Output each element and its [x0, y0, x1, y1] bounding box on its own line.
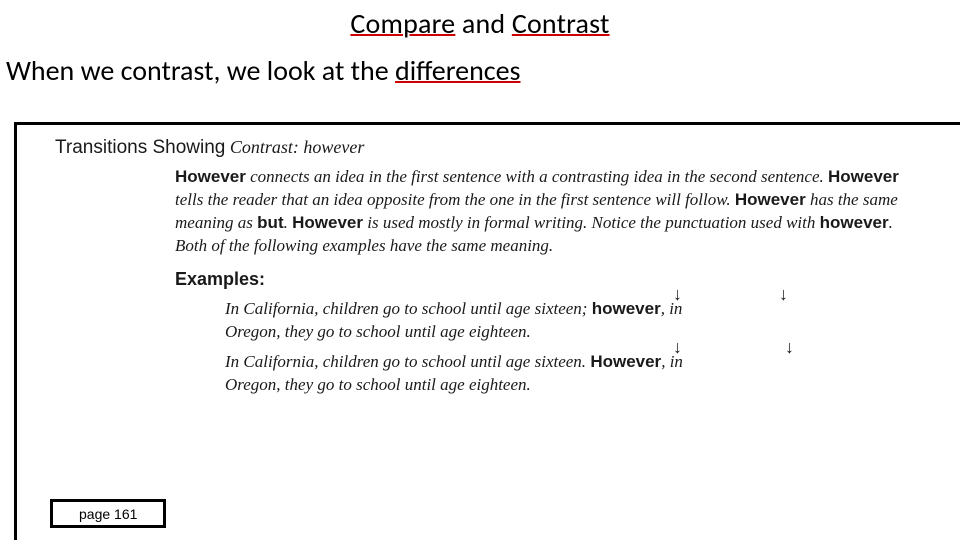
excerpt-body: Transitions Showing Contrast: however Ho…	[55, 135, 940, 397]
page-reference: page 161	[50, 499, 166, 528]
down-arrow-icon: ↓	[673, 335, 682, 359]
explanation-paragraph: However connects an idea in the first se…	[175, 166, 916, 258]
example-line: In California, children go to school unt…	[225, 298, 916, 321]
subtitle-prefix: When we contrast, we look at the	[6, 53, 395, 88]
title-mid: and	[455, 6, 512, 41]
subtitle-keyword: differences	[395, 53, 520, 88]
example-line: In California, children go to school unt…	[225, 351, 916, 374]
examples-label: Examples:	[175, 268, 940, 292]
down-arrow-icon: ↓	[785, 335, 794, 359]
example-sentence: ↓↓In California, children go to school u…	[225, 298, 916, 344]
title-word-compare: Compare	[350, 6, 455, 41]
textbook-excerpt: Transitions Showing Contrast: however Ho…	[14, 122, 960, 540]
section-keyword: however	[303, 137, 364, 157]
examples-list: ↓↓In California, children go to school u…	[55, 298, 940, 398]
section-label: Transitions Showing	[55, 137, 225, 158]
example-line: Oregon, they go to school until age eigh…	[225, 321, 916, 344]
title-word-contrast: Contrast	[512, 6, 610, 41]
slide-page: Compare and Contrast When we contrast, w…	[0, 0, 960, 540]
down-arrow-icon: ↓	[779, 282, 788, 306]
example-sentence: ↓↓In California, children go to school u…	[225, 351, 916, 397]
section-sublabel: Contrast:	[230, 137, 299, 157]
slide-subtitle: When we contrast, we look at the differe…	[0, 45, 960, 98]
section-heading: Transitions Showing Contrast: however	[55, 135, 940, 160]
example-line: Oregon, they go to school until age eigh…	[225, 374, 916, 397]
slide-title: Compare and Contrast	[0, 0, 960, 45]
down-arrow-icon: ↓	[673, 282, 682, 306]
